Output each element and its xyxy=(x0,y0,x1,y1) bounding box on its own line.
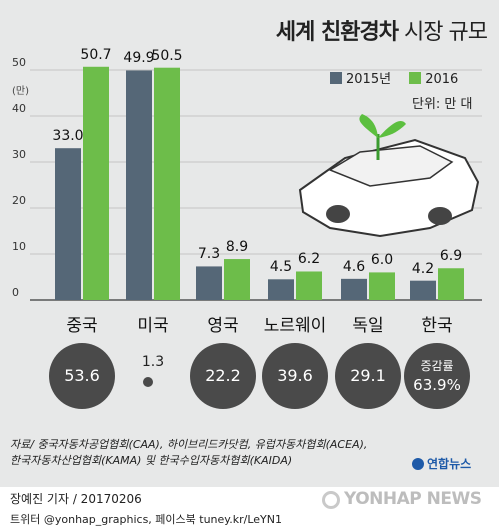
growth-value: 1.3 xyxy=(141,354,165,370)
growth-value: 39.6 xyxy=(277,366,313,385)
chart-title: 세계 친환경차 시장 규모 xyxy=(275,14,488,46)
category-label: 독일 xyxy=(352,316,384,336)
category-label: 노르웨이 xyxy=(263,316,327,336)
category-label: 한국 xyxy=(421,316,453,336)
bar-2016 xyxy=(83,66,109,300)
watermark-text: YONHAP NEWS xyxy=(344,489,482,509)
bar-2016 xyxy=(438,268,464,300)
growth-circle: 증감률 63.9% xyxy=(404,343,470,409)
credit-line-2: 트위터 @yonhap_graphics, 페이스북 tuney.kr/LeYN… xyxy=(10,513,282,526)
growth-dot xyxy=(143,377,153,387)
y-tick-label: 0 xyxy=(12,286,19,299)
data-label: 6.2 xyxy=(297,251,321,268)
y-tick-label: 50 xyxy=(12,56,26,69)
bar-2015 xyxy=(55,148,81,300)
logo-text: 연합뉴스 xyxy=(427,457,472,471)
growth-value: 53.6 xyxy=(64,366,100,385)
growth-circle: 22.2 xyxy=(190,343,256,409)
source-line-1: 자료/ 중국자동차공업협회(CAA), 하이브리드카닷컴, 유럽자동차협회(AC… xyxy=(10,438,368,451)
data-label: 8.9 xyxy=(225,239,249,256)
credit-line-1: 장예진 기자 / 20170206 xyxy=(10,492,142,506)
category-label: 중국 xyxy=(66,316,98,336)
logo-mark-icon xyxy=(412,458,424,470)
y-tick-label: 20 xyxy=(12,194,26,207)
legend-swatch-2015 xyxy=(330,72,342,84)
growth-label: 증감률 xyxy=(420,359,454,373)
legend-label-2016: 2016 xyxy=(425,72,459,87)
source-note: 자료/ 중국자동차공업협회(CAA), 하이브리드카닷컴, 유럽자동차협회(AC… xyxy=(10,437,410,469)
car-illustration xyxy=(298,114,480,238)
category-label: 미국 xyxy=(137,316,169,336)
bar-chart xyxy=(30,66,482,301)
title-light: 시장 규모 xyxy=(404,20,488,45)
category-label: 영국 xyxy=(207,316,239,336)
bar-2016 xyxy=(224,259,250,300)
watermark-ring-icon xyxy=(322,491,340,509)
y-tick-label: 30 xyxy=(12,148,26,161)
growth-value: 29.1 xyxy=(350,366,386,385)
data-label: 4.6 xyxy=(342,258,366,275)
y-unit-label: (만) xyxy=(12,86,30,97)
bar-2016 xyxy=(154,67,180,300)
data-label: 4.5 xyxy=(269,259,293,276)
growth-circle: 39.6 xyxy=(262,343,328,409)
data-label: 49.9 xyxy=(123,50,155,67)
growth-value: 63.9% xyxy=(413,376,461,394)
legend: 2015년 2016 xyxy=(330,68,472,87)
data-label: 50.5 xyxy=(151,47,183,64)
growth-circle: 29.1 xyxy=(335,343,401,409)
data-label: 7.3 xyxy=(197,246,221,263)
legend-item-2015: 2015년 xyxy=(330,68,391,87)
bar-2015 xyxy=(268,279,294,300)
bar-2015 xyxy=(126,70,152,301)
title-bold: 세계 친환경차 xyxy=(275,20,399,45)
legend-swatch-2016 xyxy=(409,72,422,84)
bar-2016 xyxy=(369,272,395,300)
growth-value: 22.2 xyxy=(205,366,241,385)
legend-item-2016: 2016 xyxy=(409,72,458,87)
source-line-2: 한국자동차산업협회(KAMA) 및 한국수입자동차협회(KAIDA) xyxy=(10,454,293,467)
data-label: 6.0 xyxy=(370,252,394,269)
legend-label-2015: 2015년 xyxy=(346,72,392,87)
y-tick-label: 10 xyxy=(12,240,26,253)
bar-2015 xyxy=(410,280,436,300)
data-label: 33.0 xyxy=(52,128,84,145)
bar-2016 xyxy=(296,271,322,300)
data-label: 4.2 xyxy=(411,260,435,277)
y-tick-label: 40 xyxy=(12,102,26,115)
data-label: 50.7 xyxy=(80,46,112,63)
bar-2015 xyxy=(196,266,222,300)
yonhap-logo: 연합뉴스 xyxy=(412,455,471,472)
growth-circle: 53.6 xyxy=(49,343,115,409)
unit-label: 단위: 만 대 xyxy=(412,97,473,112)
bar-2015 xyxy=(341,278,367,300)
data-label: 6.9 xyxy=(439,248,463,265)
watermark: YONHAP NEWS xyxy=(322,489,482,509)
